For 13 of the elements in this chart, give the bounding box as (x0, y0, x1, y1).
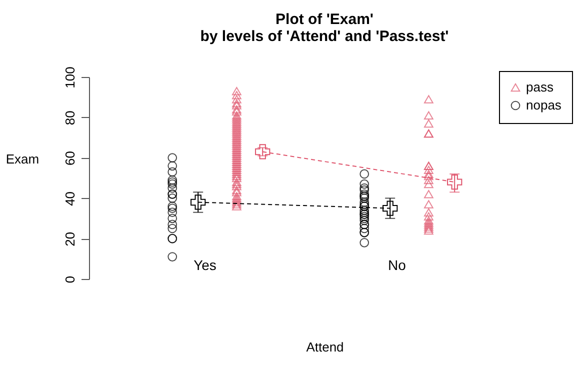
y-tick-label: 100 (62, 66, 78, 88)
y-axis-title: Exam (6, 152, 40, 166)
x-tick-label: Yes (194, 257, 216, 273)
y-tick-label: 60 (62, 151, 78, 166)
legend-label: pass (526, 80, 554, 94)
x-tick-label: No (388, 257, 406, 273)
y-tick-label: 80 (62, 110, 78, 126)
y-tick-label: 0 (62, 276, 78, 284)
chart-title: Plot of 'Exam' by levels of 'Attend' and 'Pass.test' (200, 11, 449, 46)
legend-label: nopas (526, 98, 562, 112)
y-tick-label: 20 (62, 232, 78, 246)
x-axis-title: Attend (306, 340, 344, 354)
y-tick-label: 40 (62, 191, 78, 206)
